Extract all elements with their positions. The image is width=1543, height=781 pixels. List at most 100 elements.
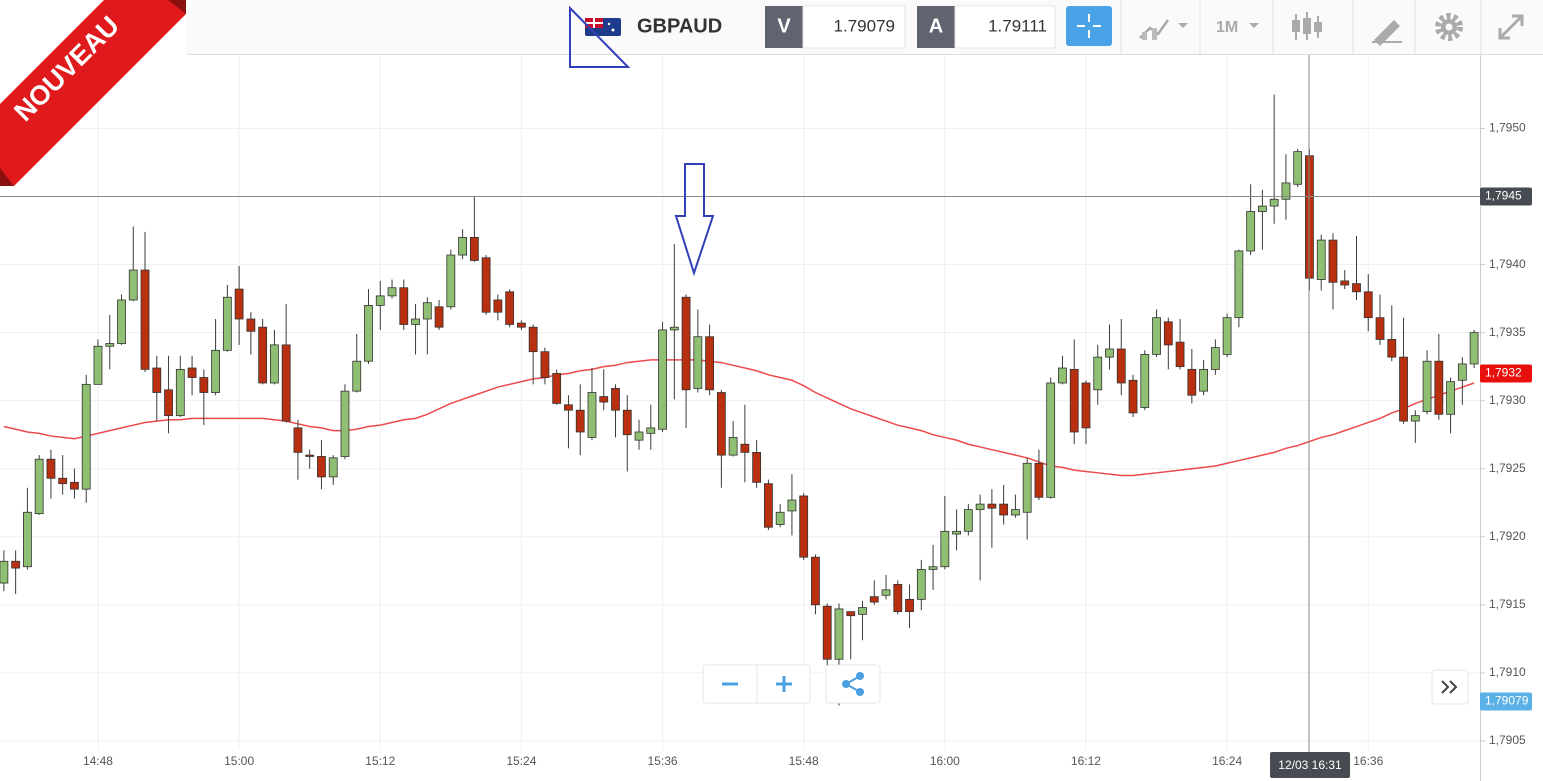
candle-body	[752, 451, 762, 483]
candle-body	[1410, 415, 1420, 422]
x-tick-label: 15:00	[224, 754, 254, 768]
share-box[interactable]	[825, 664, 881, 704]
moving-average-line	[3, 359, 1475, 477]
candle-body	[1316, 239, 1326, 280]
flag-star	[607, 22, 611, 26]
candle-body	[211, 349, 220, 393]
candle-body	[1163, 321, 1173, 346]
candle-body	[1152, 317, 1161, 355]
ask-badge[interactable]	[917, 6, 955, 48]
y-tick-label: 1,7925	[1489, 461, 1526, 475]
candle-body	[1116, 348, 1126, 384]
bid-badge[interactable]	[765, 6, 803, 48]
crosshair-button-bg[interactable]	[1066, 6, 1112, 46]
candle-body	[658, 329, 667, 430]
bid-value: 1.79079	[834, 16, 895, 35]
candle-body	[1281, 182, 1291, 200]
candle-body	[387, 287, 397, 297]
candle-body	[975, 503, 985, 510]
timeframe[interactable]: 1M	[1216, 19, 1238, 36]
candle-body	[1210, 347, 1220, 370]
symbol: GBPAUD	[637, 15, 722, 37]
candle-body	[46, 458, 56, 479]
draw-button[interactable]	[1372, 20, 1402, 46]
candle-body	[1375, 317, 1385, 340]
candle-body	[305, 454, 315, 457]
y-tick-label: 1,7940	[1489, 257, 1526, 271]
candle-body	[164, 389, 173, 417]
y-tick-label: 1,7905	[1489, 733, 1526, 747]
candle-icon-body	[1303, 18, 1311, 34]
candle-body	[893, 584, 903, 613]
candle-icon-body	[1292, 20, 1300, 32]
candle-body	[1340, 280, 1350, 286]
candle-body	[646, 427, 656, 434]
candle-body	[611, 388, 620, 411]
candle-body	[352, 360, 362, 392]
candle-body	[575, 409, 585, 433]
y-tick-label: 1,7950	[1489, 121, 1526, 135]
candle-body	[905, 598, 914, 613]
x-tick-label: 15:24	[506, 754, 536, 768]
candle-body	[540, 351, 550, 378]
candle-body	[599, 396, 609, 403]
candle-icon-body	[1314, 22, 1322, 32]
candle-body	[199, 377, 209, 393]
flag	[585, 18, 621, 36]
candle-body	[11, 560, 21, 569]
x-tick-label: 15:36	[648, 754, 678, 768]
y-tick-label: 1,7910	[1489, 665, 1526, 679]
candle-body	[0, 560, 9, 584]
x-tick-label: 16:36	[1353, 754, 1383, 768]
candle-body	[281, 344, 291, 422]
crosshair-button[interactable]	[1066, 6, 1112, 46]
candle-body	[411, 318, 420, 325]
dropdown-caret	[1249, 23, 1259, 28]
scroll-end-button[interactable]	[1431, 669, 1469, 705]
zoom-controls	[702, 664, 1469, 705]
candle-body	[434, 306, 444, 328]
candle-body	[1293, 151, 1303, 185]
candle-body	[834, 608, 844, 660]
candle-body	[23, 511, 32, 568]
candle-body	[293, 427, 303, 453]
candle-body	[399, 287, 409, 325]
candle-body	[140, 269, 150, 370]
candle-body	[1140, 354, 1150, 408]
fullscreen-button[interactable]	[1498, 14, 1524, 40]
chart-type-button[interactable]	[1139, 19, 1188, 40]
zoom-in[interactable]	[776, 676, 792, 692]
gear-teeth	[1435, 13, 1463, 41]
candle-body	[105, 343, 115, 347]
candle-body	[93, 345, 103, 385]
dropdown-caret	[1178, 23, 1188, 28]
candle-body	[517, 322, 526, 328]
ribbon-band	[0, 0, 186, 186]
candle-body	[846, 611, 856, 617]
candle-body	[705, 336, 714, 391]
candle-body	[1199, 368, 1208, 392]
candle-body	[858, 607, 867, 615]
candle-body	[1187, 368, 1197, 396]
settings-button[interactable]	[1435, 13, 1463, 41]
candle-body	[1399, 356, 1408, 422]
candle-body	[422, 302, 432, 320]
scroll-end-icon	[1441, 680, 1458, 694]
candle-body	[70, 481, 79, 490]
candle-body	[481, 257, 491, 313]
candle-body	[1069, 368, 1079, 433]
candle-body	[1328, 239, 1338, 283]
candle-body	[740, 443, 750, 453]
candle-body	[787, 499, 797, 512]
candle-body	[458, 236, 467, 256]
candle-style-button[interactable]	[1292, 12, 1322, 40]
bar-icon	[1152, 28, 1157, 40]
candle-body	[328, 457, 338, 478]
candle-body	[669, 326, 679, 331]
candle-body	[822, 605, 832, 660]
candle-body	[81, 383, 91, 490]
candle-body	[952, 530, 961, 535]
candle-body	[375, 295, 385, 306]
ask-box	[954, 5, 1056, 49]
candle-body	[1022, 462, 1032, 513]
